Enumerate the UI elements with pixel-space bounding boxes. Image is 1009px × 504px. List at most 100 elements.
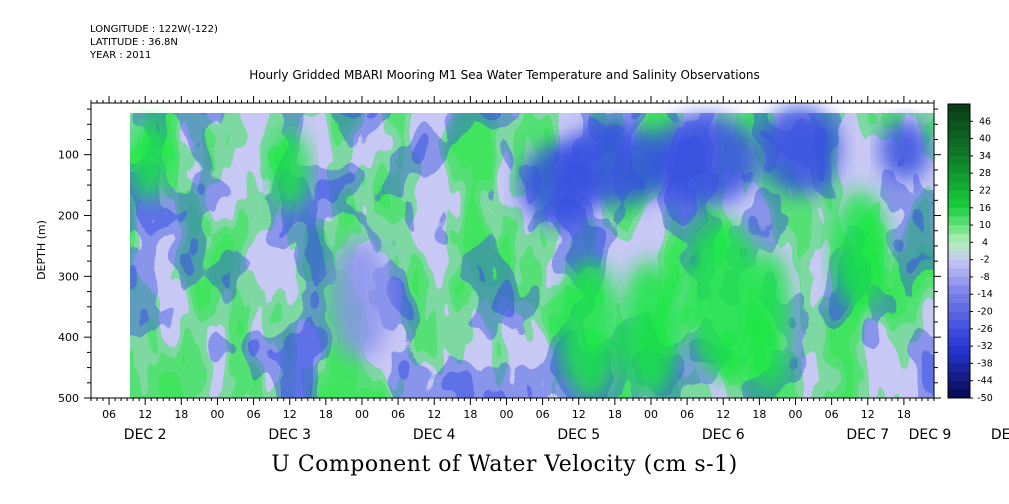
y-tick-label: 100	[58, 149, 79, 162]
colorbar-swatch	[948, 173, 970, 183]
colorbar-swatch	[948, 216, 970, 226]
colorbar-swatch	[948, 276, 970, 287]
colorbar-label: -2	[980, 255, 989, 266]
field-patch	[270, 130, 310, 210]
x-tick-label: 18	[897, 408, 911, 421]
y-tick-label: 300	[58, 270, 79, 283]
chart-title: Hourly Gridded MBARI Mooring M1 Sea Wate…	[249, 68, 760, 82]
x-tick-label: 06	[102, 408, 116, 421]
colorbar-label: -14	[977, 289, 993, 300]
colorbar-swatch	[948, 147, 970, 157]
field-patch	[130, 120, 170, 200]
colorbar-label: 10	[979, 220, 991, 231]
x-day-label: DEC 2	[124, 427, 167, 443]
x-tick-label: 06	[247, 408, 261, 421]
x-tick-label: 00	[210, 408, 224, 421]
colorbar-label: 4	[982, 237, 988, 248]
field-no-data	[91, 103, 130, 398]
colorbar-swatch	[948, 104, 970, 114]
x-tick-label: 06	[825, 408, 839, 421]
axes: 06 12 18 00 06 12 18 00 06 12 18 00 06 12 18 00 06 12 18 00…	[58, 96, 1009, 443]
colorbar-label: 28	[979, 168, 991, 179]
colorbar-swatch	[948, 233, 970, 243]
colorbar-swatch	[948, 363, 970, 373]
field-patch	[832, 190, 888, 310]
x-tick-label: 12	[283, 408, 297, 421]
x-tick-label: 06	[391, 408, 405, 421]
x-tick-label: 12	[427, 408, 441, 421]
x-day-label: DEC 7	[846, 427, 889, 443]
longitude-label: LONGITUDE : 122W(-122)	[90, 24, 218, 35]
x-day-label: DEC 3	[268, 427, 311, 443]
x-tick-label: 00	[789, 408, 803, 421]
colorbar-label: -8	[980, 272, 989, 283]
colorbar-swatch	[948, 268, 970, 278]
y-tick-label: 200	[58, 210, 79, 223]
x-tick-label: 06	[536, 408, 550, 421]
colorbar-swatch	[948, 190, 970, 200]
y-tick-label: 400	[58, 331, 79, 344]
field-patch	[620, 260, 680, 398]
colorbar-label: -50	[977, 393, 993, 404]
colorbar-swatch	[948, 181, 970, 191]
colorbar-label: -26	[977, 324, 993, 335]
colorbar-swatch	[948, 121, 970, 131]
colorbar-swatch	[948, 389, 970, 399]
x-tick-label: 00	[644, 408, 658, 421]
colorbar-swatch	[948, 207, 970, 217]
field-patch	[685, 220, 765, 380]
x-tick-label: 18	[752, 408, 766, 421]
colorbar-frame	[947, 103, 971, 399]
colorbar-swatch	[948, 380, 970, 390]
colorbar-label: -38	[977, 358, 993, 369]
x-tick-label: 12	[716, 408, 730, 421]
x-tick-label: 18	[319, 408, 333, 421]
x-tick-label: 06	[680, 408, 694, 421]
colorbar-swatch	[948, 251, 970, 261]
colorbar-label: 40	[979, 134, 991, 145]
x-tick-label: 00	[355, 408, 369, 421]
colorbar-swatch	[948, 285, 970, 295]
colorbar-swatch	[948, 372, 970, 382]
colorbar-label: 46	[979, 116, 991, 127]
colorbar-swatch	[948, 337, 970, 347]
x-tick-label: 18	[174, 408, 188, 421]
colorbar-label: 34	[979, 151, 991, 162]
field-patch	[520, 145, 600, 225]
y-tick-label: 500	[58, 392, 79, 405]
x-axis-label: U Component of Water Velocity (cm s-1)	[271, 452, 738, 477]
colorbar-swatch	[948, 138, 970, 148]
x-tick-label: 18	[608, 408, 622, 421]
field-patch	[650, 115, 760, 205]
x-day-label: DEC 5	[557, 427, 600, 443]
colorbar-swatch	[948, 302, 970, 313]
colorbar-swatch	[948, 294, 970, 304]
colorbar-label: -20	[977, 307, 993, 318]
field-patch	[880, 120, 930, 180]
colorbar-swatch	[948, 354, 970, 364]
year-label: YEAR : 2011	[90, 50, 152, 61]
colorbar-swatch	[948, 346, 970, 356]
colorbar-label: -32	[977, 341, 993, 352]
x-day-label: DEC 6	[702, 427, 745, 443]
field-patch	[330, 240, 390, 360]
colorbar-swatch	[948, 129, 970, 140]
x-day-label: DEC 9	[909, 427, 952, 443]
colorbar-swatch	[948, 311, 970, 321]
field-patch	[560, 260, 620, 398]
colorbar-swatch	[948, 328, 970, 338]
latitude-label: LATITUDE : 36.8N	[90, 37, 178, 48]
colorbar-label: -44	[977, 376, 993, 387]
field-patch	[760, 105, 840, 195]
x-tick-label: 18	[463, 408, 477, 421]
field-patch	[748, 250, 792, 390]
y-axis-label: DEPTH (m)	[35, 220, 48, 280]
colorbar-label: 22	[979, 185, 991, 196]
x-tick-label: 12	[572, 408, 586, 421]
x-tick-label: 12	[861, 408, 875, 421]
colorbar-swatch	[948, 155, 970, 166]
colorbar-swatch	[948, 320, 970, 330]
x-tick-label: 12	[138, 408, 152, 421]
